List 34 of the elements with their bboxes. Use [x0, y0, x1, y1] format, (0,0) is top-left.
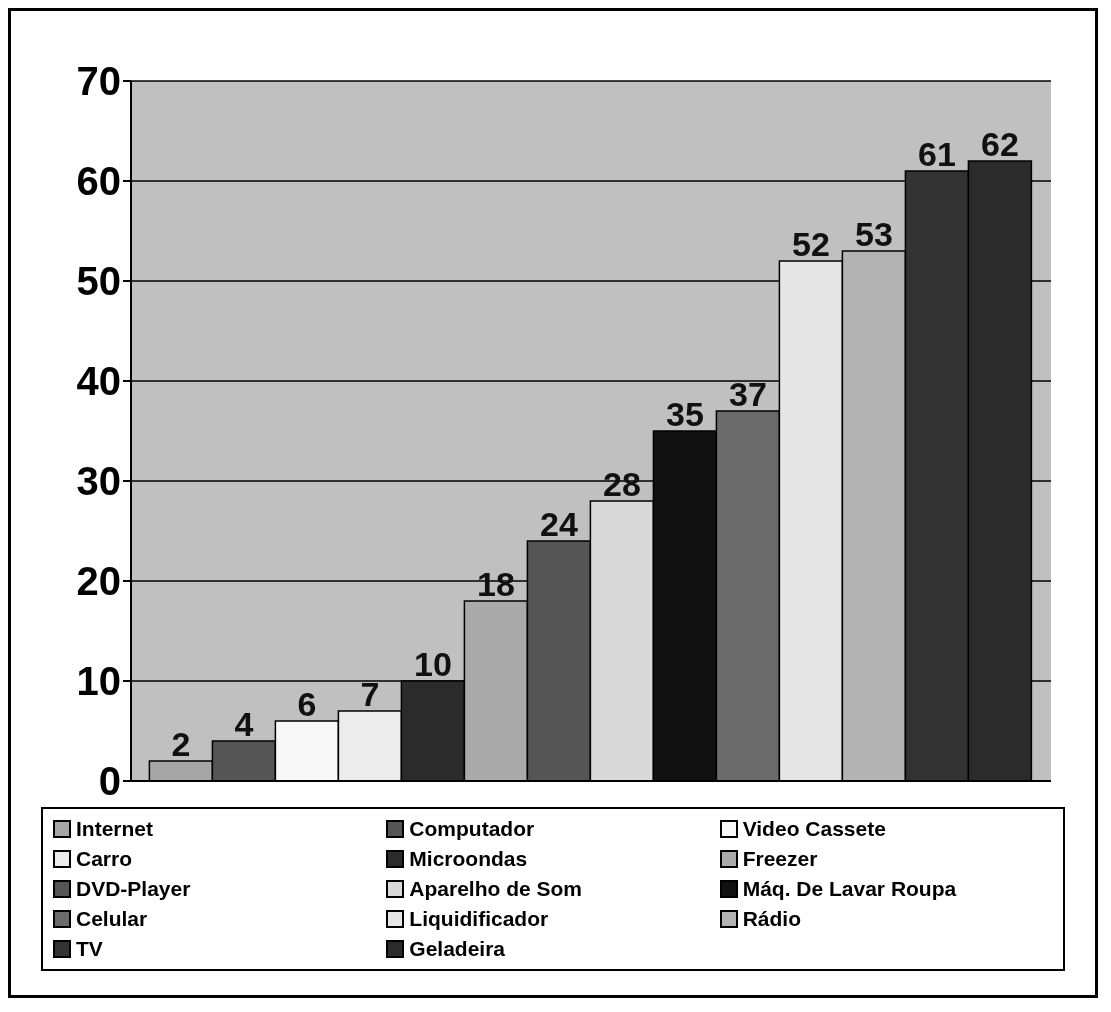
- y-tick-label: 50: [76, 259, 121, 304]
- y-tick-label: 60: [76, 159, 121, 204]
- data-label: 2: [171, 725, 191, 763]
- legend-label: Máq. De Lavar Roupa: [742, 877, 957, 901]
- data-label: 53: [854, 215, 893, 253]
- legend-label: Carro: [76, 847, 133, 871]
- legend-label: Freezer: [742, 847, 818, 871]
- legend-label: Geladeira: [409, 937, 506, 961]
- data-label: 4: [234, 705, 254, 743]
- legend-label: Liquidificador: [409, 907, 549, 931]
- legend-label: Rádio: [742, 907, 801, 931]
- data-label: 62: [980, 125, 1019, 163]
- data-label: 10: [413, 645, 452, 683]
- legend-label: Video Cassete: [742, 817, 886, 841]
- data-label: 52: [791, 225, 830, 263]
- y-tick-label: 40: [76, 359, 121, 404]
- y-tick-label: 20: [76, 559, 121, 604]
- y-tick-label: 30: [76, 459, 121, 504]
- data-label: 35: [665, 395, 704, 433]
- data-label: 24: [539, 505, 578, 543]
- legend-label: DVD-Player: [76, 877, 191, 901]
- data-label: 37: [728, 375, 767, 413]
- legend-label: Celular: [76, 907, 148, 931]
- legend-label: TV: [76, 937, 103, 961]
- legend-label: Aparelho de Som: [409, 877, 583, 901]
- data-label: 6: [297, 685, 317, 723]
- data-label: 61: [917, 135, 956, 173]
- y-tick-label: 70: [76, 59, 121, 104]
- y-tick-label: 0: [98, 759, 121, 804]
- y-tick-label: 10: [76, 659, 121, 704]
- legend-label: Microondas: [409, 847, 528, 871]
- legend-label: Computador: [409, 817, 535, 841]
- data-label: 7: [360, 675, 380, 713]
- legend-label: Internet: [76, 817, 154, 841]
